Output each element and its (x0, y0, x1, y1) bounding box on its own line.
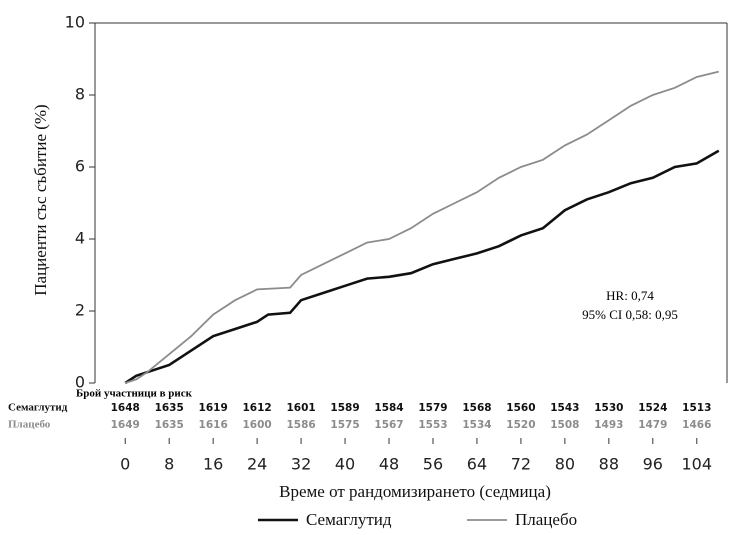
y-tick-label: 10 (65, 13, 85, 32)
x-tick-label: 88 (599, 455, 619, 474)
x-tick-label: 24 (247, 455, 267, 474)
x-tick-label: 0 (120, 455, 130, 474)
risk-count: 1524 (638, 402, 667, 414)
annotation: 95% CI 0,58: 0,95 (582, 307, 678, 322)
risk-count: 1579 (418, 402, 447, 414)
risk-count: 1493 (594, 419, 623, 431)
risk-count: 1466 (682, 419, 711, 431)
risk-count: 1553 (418, 419, 447, 431)
x-tick-label: 72 (511, 455, 531, 474)
x-tick-label: 48 (379, 455, 399, 474)
risk-count: 1560 (506, 402, 535, 414)
risk-count: 1601 (286, 402, 315, 414)
risk-count: 1568 (462, 402, 491, 414)
risk-count: 1612 (243, 402, 272, 414)
risk-count: 1508 (550, 419, 579, 431)
x-axis-label: Време от рандомизирането (седмица) (279, 482, 551, 501)
risk-count: 1619 (199, 402, 228, 414)
risk-count: 1534 (462, 419, 491, 431)
km-curve (124, 149, 720, 385)
risk-count: 1589 (330, 402, 359, 414)
risk-count: 1616 (199, 419, 228, 431)
x-tick-label: 8 (164, 455, 174, 474)
risk-row-label: Плацебо (8, 419, 51, 431)
x-tick-label: 40 (335, 455, 355, 474)
legend-label: Семаглутид (306, 510, 392, 529)
x-tick-label: 80 (555, 455, 575, 474)
risk-count: 1479 (638, 419, 667, 431)
y-axis-label: Пациенти със събитие (%) (31, 104, 50, 295)
x-tick-label: 56 (423, 455, 443, 474)
risk-count: 1520 (506, 419, 535, 431)
risk-count: 1584 (374, 402, 403, 414)
risk-count: 1649 (111, 419, 140, 431)
x-tick-label: 16 (203, 455, 223, 474)
risk-count: 1648 (111, 402, 140, 414)
risk-count: 1567 (374, 419, 403, 431)
risk-count: 1635 (155, 402, 184, 414)
km-curve (124, 70, 719, 384)
risk-count: 1586 (286, 419, 315, 431)
annotation: HR: 0,74 (606, 288, 654, 303)
risk-count: 1530 (594, 402, 623, 414)
x-tick-label: 32 (291, 455, 311, 474)
risk-count: 1600 (243, 419, 272, 431)
risk-count: 1575 (330, 419, 359, 431)
risk-count: 1635 (155, 419, 184, 431)
y-tick-label: 2 (75, 301, 85, 320)
y-tick-label: 4 (75, 229, 85, 248)
x-tick-label: 96 (643, 455, 663, 474)
risk-table-title: Брой участници в риск (76, 388, 193, 400)
x-tick-label: 104 (682, 455, 713, 474)
legend-label: Плацебо (515, 510, 577, 529)
risk-row-label: Семаглутид (8, 402, 68, 414)
y-tick-label: 6 (75, 157, 85, 176)
risk-count: 1543 (550, 402, 579, 414)
y-tick-label: 0 (75, 373, 85, 392)
x-tick-label: 64 (467, 455, 487, 474)
risk-count: 1513 (682, 402, 711, 414)
y-tick-label: 8 (75, 85, 85, 104)
